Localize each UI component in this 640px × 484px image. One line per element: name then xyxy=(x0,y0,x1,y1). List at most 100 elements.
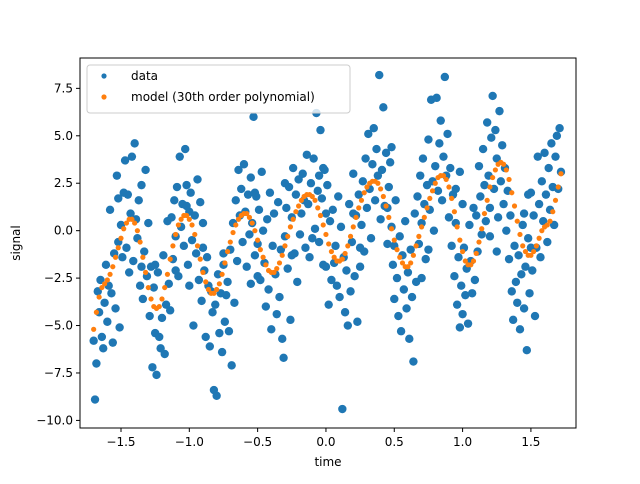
model-point-111 xyxy=(394,247,400,253)
data-point-36 xyxy=(138,294,148,304)
data-point-112 xyxy=(242,262,251,271)
data-point-223 xyxy=(394,311,403,321)
x-tick-label-2: −0.5 xyxy=(243,435,272,449)
data-point-215 xyxy=(383,239,392,249)
data-point-308 xyxy=(510,241,519,251)
series-model xyxy=(91,159,564,332)
data-point-184 xyxy=(340,308,350,317)
legend-marker-data xyxy=(101,73,107,79)
data-point-187 xyxy=(344,199,354,209)
model-point-150 xyxy=(500,161,507,167)
data-point-127 xyxy=(263,215,272,224)
data-point-329 xyxy=(539,216,548,226)
y-tick-label-5: 2.5 xyxy=(54,176,73,190)
model-point-28 xyxy=(167,256,173,262)
data-point-63 xyxy=(175,152,184,161)
data-point-51 xyxy=(159,251,168,260)
x-tick-label-6: 1.5 xyxy=(521,435,540,449)
model-point-73 xyxy=(290,216,296,222)
model-point-59 xyxy=(252,228,258,234)
data-point-311 xyxy=(514,251,523,260)
model-point-168 xyxy=(550,209,556,215)
model-point-134 xyxy=(457,237,463,243)
model-point-160 xyxy=(528,252,534,258)
data-point-164 xyxy=(313,186,322,196)
data-point-151 xyxy=(295,230,305,239)
data-point-6 xyxy=(97,332,107,342)
data-point-120 xyxy=(253,239,262,249)
data-point-251 xyxy=(432,93,441,103)
data-point-194 xyxy=(354,190,363,199)
data-point-34 xyxy=(135,281,145,290)
data-point-337 xyxy=(549,220,559,230)
data-point-29 xyxy=(129,256,138,266)
data-point-270 xyxy=(458,309,467,319)
data-point-83 xyxy=(202,253,212,262)
data-point-352 xyxy=(451,184,460,194)
data-point-299 xyxy=(498,141,507,150)
data-point-130 xyxy=(267,325,276,334)
data-point-233 xyxy=(407,292,417,302)
data-point-71 xyxy=(186,188,195,197)
model-point-21 xyxy=(148,296,154,302)
model-point-152 xyxy=(506,176,512,183)
data-point-69 xyxy=(183,260,193,270)
data-point-75 xyxy=(191,249,201,258)
data-point-205 xyxy=(369,124,378,133)
model-point-3 xyxy=(99,284,105,291)
model-point-96 xyxy=(353,214,359,220)
model-point-146 xyxy=(490,174,496,181)
data-point-186 xyxy=(343,321,353,330)
data-point-225 xyxy=(396,327,406,336)
model-point-42 xyxy=(205,286,212,293)
data-point-134 xyxy=(272,309,281,319)
data-point-78 xyxy=(196,198,205,207)
data-point-118 xyxy=(250,251,260,260)
model-point-14 xyxy=(129,216,135,222)
data-point-216 xyxy=(384,182,393,192)
data-point-351 xyxy=(417,273,426,283)
model-point-138 xyxy=(468,262,474,268)
model-point-158 xyxy=(522,248,529,255)
x-tick-label-4: 0.5 xyxy=(385,435,404,449)
model-point-37 xyxy=(192,231,198,238)
data-point-214 xyxy=(381,148,391,158)
model-point-30 xyxy=(173,231,179,238)
data-point-347 xyxy=(280,179,290,188)
data-point-348 xyxy=(314,171,324,180)
data-point-28 xyxy=(127,152,137,161)
data-point-25 xyxy=(123,190,133,199)
model-point-139 xyxy=(470,258,477,264)
data-point-280 xyxy=(472,211,481,220)
data-point-333 xyxy=(544,163,553,173)
model-point-140 xyxy=(473,250,479,257)
data-point-290 xyxy=(485,203,495,213)
model-point-0 xyxy=(91,326,97,332)
data-point-288 xyxy=(482,118,492,127)
data-point-56 xyxy=(165,306,175,315)
data-point-207 xyxy=(372,144,381,154)
model-point-121 xyxy=(421,214,427,220)
data-point-286 xyxy=(480,180,489,190)
data-point-287 xyxy=(481,216,491,226)
model-point-122 xyxy=(424,205,430,211)
model-point-75 xyxy=(296,203,302,209)
data-point-367 xyxy=(114,194,123,203)
data-point-155 xyxy=(301,243,310,252)
model-point-12 xyxy=(123,220,130,226)
y-tick-label-3: −2.5 xyxy=(44,271,73,285)
model-point-36 xyxy=(189,222,195,228)
data-point-343 xyxy=(137,262,146,271)
data-point-170 xyxy=(321,209,331,218)
data-point-313 xyxy=(517,270,526,279)
model-point-164 xyxy=(539,228,545,234)
model-point-39 xyxy=(197,256,203,262)
y-tick-label-0: −10.0 xyxy=(36,413,73,427)
data-point-109 xyxy=(238,237,247,247)
model-point-53 xyxy=(235,216,242,222)
data-point-72 xyxy=(187,235,197,245)
data-point-317 xyxy=(522,346,532,355)
legend: data model (30th order polynomial) xyxy=(86,64,351,114)
data-point-306 xyxy=(507,287,516,296)
data-point-217 xyxy=(385,158,395,167)
